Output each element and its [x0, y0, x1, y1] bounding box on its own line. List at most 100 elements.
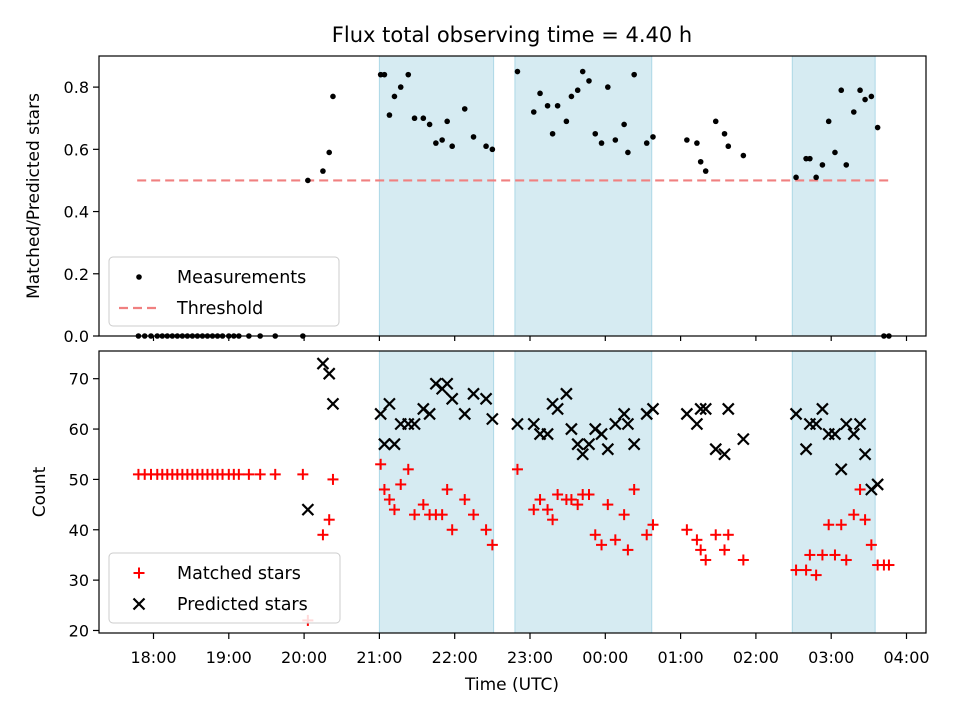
predicted-star-point — [834, 463, 848, 476]
predicted-star-point — [374, 407, 387, 421]
matched-star-point — [323, 514, 335, 526]
count-xtick-label: 22:00 — [432, 648, 478, 667]
x-marker-b — [690, 417, 704, 431]
matched-star-point — [695, 544, 707, 556]
measurement-point — [650, 134, 656, 140]
x-marker-b — [560, 387, 573, 401]
predicted-star-point — [467, 387, 480, 401]
predicted-star-point — [582, 437, 596, 451]
x-marker-b — [378, 437, 391, 451]
predicted-star-point — [378, 437, 391, 451]
measurement-point — [621, 121, 627, 128]
count-xtick-label: 20:00 — [281, 648, 327, 667]
x-marker-b — [722, 402, 735, 416]
x-marker-b — [467, 387, 480, 401]
measurement-point — [549, 130, 556, 137]
matched-star-point — [848, 509, 860, 521]
x-axis-label: Time (UTC) — [464, 675, 559, 695]
predicted-star-point — [690, 417, 704, 431]
matched-star-point — [552, 489, 564, 501]
x-marker-b — [541, 427, 554, 441]
ratio-x-axis-ticks — [152, 336, 908, 341]
x-marker-b — [799, 442, 813, 456]
x-marker-b — [322, 367, 336, 380]
matched-star-point — [572, 499, 584, 511]
predicted-star-point — [440, 377, 454, 391]
predicted-star-point — [871, 478, 884, 491]
matched-star-point — [480, 524, 492, 536]
matched-star-point — [486, 539, 498, 551]
legend-box — [108, 256, 340, 327]
matched-star-point — [441, 483, 453, 495]
measurement-point — [857, 87, 863, 94]
count-xtick-label: 01:00 — [658, 648, 704, 667]
x-marker-b — [709, 442, 723, 456]
measurement-point — [470, 134, 477, 140]
x-marker-b — [486, 412, 499, 426]
x-marker-b — [571, 437, 584, 451]
predicted-star-point — [326, 397, 340, 411]
matched-star-point — [790, 564, 802, 576]
measurement-point — [305, 177, 311, 184]
measurement-point — [405, 71, 412, 78]
ratio-legend: Measurements Threshold — [108, 256, 340, 327]
measurement-point — [439, 137, 445, 143]
count-ytick-label: 40 — [69, 521, 89, 540]
measurement-point — [411, 115, 418, 122]
matched-star-point — [609, 534, 621, 546]
ratio-panel: 0.00.20.40.60.8 Matched/Predicted stars … — [24, 55, 927, 346]
measurement-point — [483, 143, 489, 150]
x-marker-b — [853, 417, 867, 431]
measurement-point — [819, 162, 826, 168]
matched-star-point — [823, 519, 835, 531]
predicted-star-point — [858, 447, 872, 461]
count-xtick-label: 04:00 — [883, 648, 929, 667]
x-marker-b — [789, 407, 803, 421]
legend-marker-plus — [133, 567, 145, 579]
matched-star-point — [375, 458, 387, 470]
x-marker-b — [423, 407, 436, 421]
predicted-star-point — [617, 407, 631, 421]
matched-star-point — [840, 554, 852, 566]
matched-star-point — [589, 529, 601, 541]
matched-star-point — [388, 504, 400, 516]
measurement-point — [530, 109, 537, 115]
measurement-point — [868, 93, 875, 100]
matched-star-point — [534, 494, 546, 506]
predicted-star-point — [565, 422, 578, 436]
count-ytick-label: 60 — [69, 420, 89, 439]
matched-star-point — [511, 463, 523, 475]
count-xtick-label: 19:00 — [206, 648, 252, 667]
matched-star-point — [700, 554, 712, 566]
predicted-star-point — [737, 432, 750, 446]
x-marker-b — [479, 392, 493, 406]
count-panel: 20 30 40 50 60 70 18:00 19:00 20:00 21:00 22:00 23… — [30, 350, 930, 695]
measurement-point — [381, 71, 388, 78]
predicted-star-point — [527, 417, 541, 431]
matched-star-point — [317, 529, 329, 541]
matched-star-point — [883, 559, 895, 571]
measurement-point — [625, 149, 631, 156]
count-y-axis-ticks: 20 30 40 50 60 70 — [69, 370, 99, 640]
x-marker-b — [858, 447, 872, 461]
measurement-point — [320, 168, 326, 174]
x-marker-b — [440, 377, 454, 391]
matched-star-point — [528, 504, 540, 516]
matched-star-point — [810, 569, 822, 581]
count-xtick-label: 23:00 — [507, 648, 553, 667]
predicted-star-point — [576, 447, 589, 461]
x-marker-b — [301, 503, 315, 516]
predicted-star-point — [541, 427, 554, 441]
predicted-star-point — [847, 427, 861, 441]
measurement-point — [420, 115, 427, 122]
matched-star-point — [547, 514, 559, 526]
measurement-point — [702, 168, 709, 174]
observing-intervals — [378, 350, 876, 634]
measurement-point — [568, 93, 575, 100]
predicted-star-point — [595, 427, 608, 441]
measurement-point — [489, 146, 496, 153]
predicted-star-point — [839, 417, 853, 431]
measurement-point — [537, 90, 543, 97]
x-marker-b — [388, 437, 401, 451]
predicted-star-point — [301, 503, 315, 516]
